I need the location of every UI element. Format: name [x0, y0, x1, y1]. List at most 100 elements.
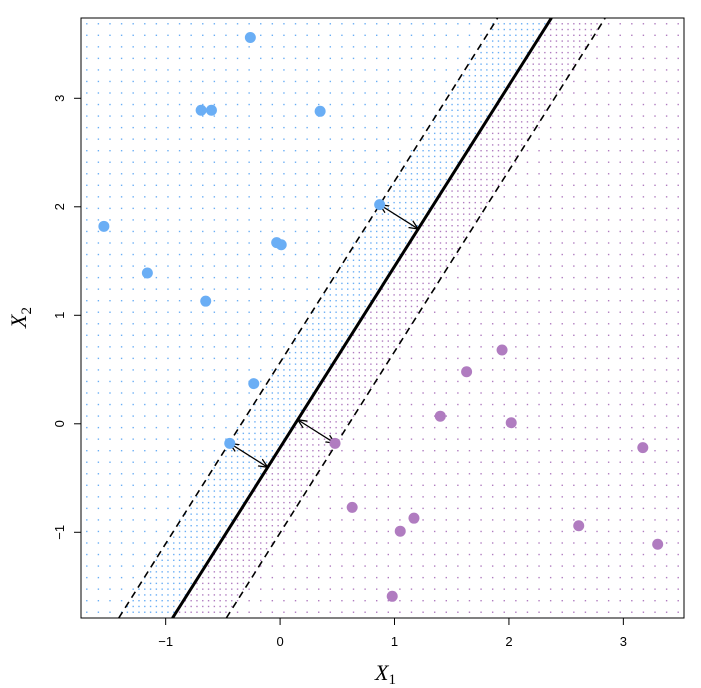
grid-dot [451, 109, 453, 112]
grid-dot [491, 461, 494, 463]
grid-dot [318, 351, 320, 354]
grid-dot [283, 207, 285, 210]
grid-dot [376, 184, 378, 187]
grid-dot [149, 605, 152, 608]
grid-dot [433, 126, 436, 129]
grid-dot [231, 478, 233, 481]
grid-dot [393, 271, 395, 273]
grid-dot [526, 507, 529, 510]
grid-dot [457, 184, 459, 187]
grid-dot [225, 467, 227, 469]
grid-dot [491, 299, 494, 302]
grid-dot [155, 46, 158, 48]
grid-dot [347, 276, 349, 279]
grid-dot [358, 334, 361, 337]
grid-dot [294, 363, 297, 365]
grid-dot [271, 478, 274, 481]
grid-dot [260, 455, 262, 458]
grid-dot [120, 80, 123, 83]
grid-dot [445, 276, 447, 279]
grid-dot [607, 369, 610, 371]
grid-dot [352, 426, 355, 429]
grid-dot [109, 311, 111, 313]
grid-dot [584, 103, 587, 106]
grid-dot [329, 317, 332, 319]
grid-dot [677, 138, 679, 140]
grid-dot [538, 415, 540, 417]
grid-dot [364, 530, 366, 533]
grid-dot [497, 63, 500, 65]
grid-dot [242, 490, 245, 492]
grid-dot [202, 69, 204, 71]
grid-dot [318, 369, 320, 371]
grid-dot [376, 305, 378, 308]
grid-dot [468, 334, 471, 337]
grid-dot [596, 357, 598, 360]
grid-dot [480, 201, 482, 204]
grid-dot [352, 392, 355, 394]
grid-dot [190, 323, 192, 325]
grid-dot [445, 34, 447, 37]
grid-dot [399, 305, 401, 308]
grid-dot [393, 305, 395, 308]
grid-dot [306, 473, 308, 475]
grid-dot [167, 346, 169, 348]
y-tick-label: 0 [52, 420, 67, 427]
grid-dot [132, 542, 134, 544]
grid-dot [561, 276, 563, 279]
grid-dot [271, 369, 274, 371]
grid-dot [433, 299, 436, 302]
grid-dot [399, 415, 401, 417]
grid-dot [549, 92, 552, 94]
grid-dot [86, 253, 88, 256]
grid-dot [167, 161, 169, 163]
grid-dot [578, 46, 581, 48]
grid-dot [561, 542, 563, 544]
grid-dot [515, 599, 517, 602]
grid-dot [271, 288, 274, 290]
grid-dot [480, 161, 482, 163]
grid-dot [642, 149, 645, 152]
grid-dot [236, 149, 239, 152]
grid-dot [381, 340, 384, 342]
grid-dot [526, 438, 529, 440]
grid-dot [213, 346, 216, 348]
grid-dot [416, 196, 418, 198]
grid-dot [219, 519, 221, 521]
grid-dot [573, 449, 575, 452]
grid-dot [520, 28, 523, 31]
grid-dot [358, 374, 361, 377]
grid-dot [665, 530, 668, 533]
grid-dot [457, 219, 459, 221]
grid-dot [294, 299, 297, 302]
grid-dot [642, 438, 645, 440]
grid-dot [132, 69, 134, 71]
grid-dot [486, 51, 488, 54]
grid-dot [97, 461, 100, 463]
grid-dot [509, 144, 511, 146]
grid-dot [155, 594, 158, 596]
point-purple [346, 501, 358, 513]
grid-dot [149, 611, 152, 613]
grid-dot [329, 611, 332, 613]
grid-dot [573, 34, 575, 37]
grid-dot [248, 478, 250, 481]
grid-dot [155, 565, 158, 567]
grid-dot [457, 542, 459, 544]
grid-dot [335, 346, 337, 348]
grid-dot [468, 138, 471, 140]
grid-dot [387, 224, 389, 227]
grid-dot [318, 276, 320, 279]
grid-dot [515, 57, 517, 60]
grid-dot [486, 132, 488, 135]
grid-dot [97, 242, 100, 244]
grid-dot [341, 386, 343, 388]
grid-dot [306, 455, 308, 458]
grid-dot [155, 276, 158, 279]
grid-dot [433, 438, 436, 440]
grid-dot [306, 409, 308, 412]
grid-dot [439, 121, 442, 123]
grid-dot [654, 92, 656, 94]
grid-dot [184, 605, 187, 608]
separating-hyperplane [171, 18, 553, 618]
